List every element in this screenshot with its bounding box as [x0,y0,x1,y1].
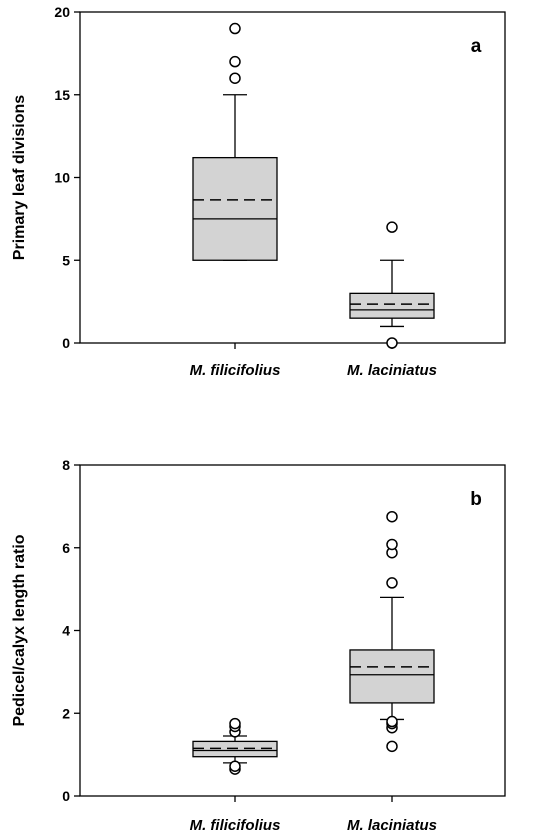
iqr-box [192,156,278,261]
chart-panel-a: 0 5 10 15 20 Primary leaf divisions a M. filici… [11,4,506,379]
panel-label: a [471,36,482,57]
plot-frame [79,464,506,797]
outlier-point [386,740,398,753]
y-tick-label: 20 [54,4,70,20]
y-tick-label: 5 [62,252,70,268]
plot-frame [79,11,506,344]
x-category-label: M. laciniatus [347,817,437,834]
outlier-point [386,715,398,728]
outlier-point [386,577,398,589]
outlier-point [386,337,398,349]
y-tick-label: 2 [62,705,70,721]
y-tick-label: 15 [54,87,70,103]
y-tick-label: 8 [62,457,70,473]
y-axis-title: Pedicel/calyx length ratio [11,534,28,726]
iqr-box [349,649,435,704]
y-tick-label: 0 [62,788,70,804]
y-tick-label: 0 [62,335,70,351]
y-tick-label: 6 [62,540,70,556]
outlier-point [386,538,398,551]
x-category-label: M. laciniatus [347,362,437,379]
y-tick-label: 4 [62,623,70,639]
outlier-point [386,221,398,233]
x-category-label: M. filicifolius [190,817,281,834]
outlier-point [229,760,241,772]
iqr-box [349,292,435,319]
y-tick-label: 10 [54,170,70,186]
outlier-point [229,55,241,68]
outlier-point [229,22,241,35]
chart-panel-b: 0 2 4 6 8 Pedicel/calyx length ratio b M. filic… [11,457,506,834]
panel-label: b [470,489,482,510]
outlier-point [229,717,241,730]
outlier-point [386,510,398,523]
outlier-point [229,72,241,84]
y-axis-title: Primary leaf divisions [11,95,28,261]
x-category-label: M. filicifolius [190,362,281,379]
